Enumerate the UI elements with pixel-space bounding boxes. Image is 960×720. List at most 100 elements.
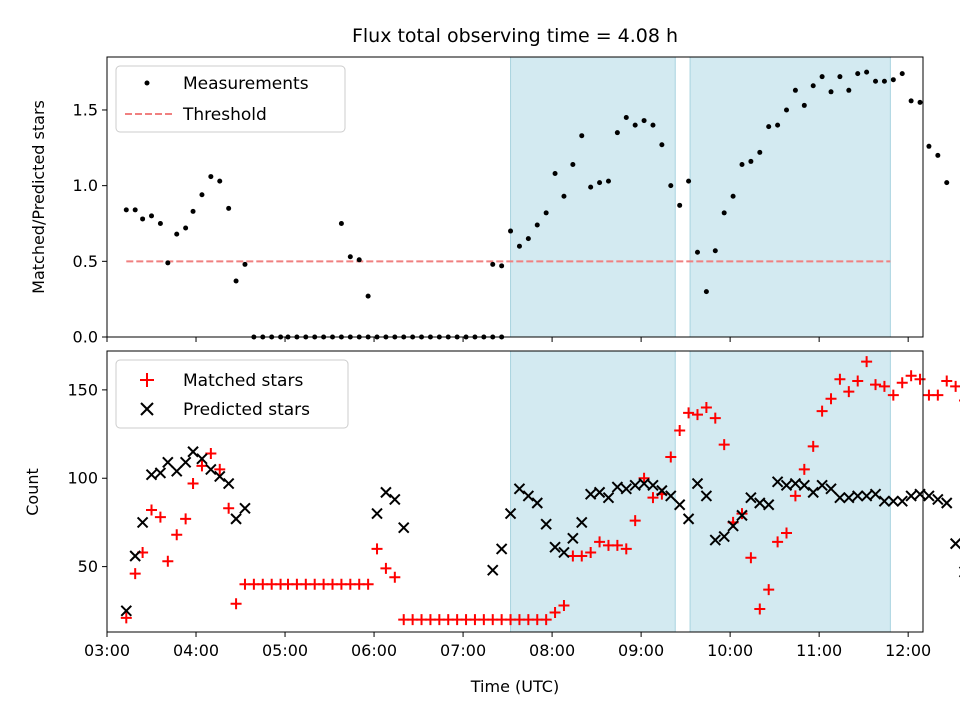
matched-point [887, 389, 899, 401]
matched-point [914, 373, 926, 385]
measurement-point [917, 99, 923, 105]
predicted-point [771, 476, 784, 488]
measurement-point [694, 249, 700, 255]
measurement-point [686, 178, 692, 184]
measurement-point [703, 289, 709, 295]
measurement-point [668, 183, 674, 189]
measurement-point [873, 78, 879, 84]
predicted-point [567, 532, 579, 545]
measurement-point [365, 293, 371, 299]
top-legend: Measurements Threshold [115, 65, 346, 133]
matched-point [162, 555, 174, 567]
matched-point [807, 440, 819, 452]
measurement-point [614, 130, 620, 136]
matched-point [576, 550, 588, 562]
matched-point [549, 607, 561, 619]
measurement-point [165, 260, 171, 266]
legend-matched-marker [140, 373, 154, 387]
predicted-point [549, 541, 561, 553]
matched-point [362, 578, 374, 590]
predicted-point [154, 467, 167, 479]
predicted-point [222, 477, 235, 490]
matched-point [843, 386, 855, 398]
matched-point [230, 598, 242, 610]
measurement-point [926, 143, 932, 149]
measurement-point [123, 207, 129, 213]
predicted-point [611, 481, 624, 493]
matched-point [611, 539, 623, 551]
predicted-point [896, 495, 908, 507]
measurement-point [516, 243, 522, 249]
predicted-point [558, 546, 570, 559]
matched-point [870, 379, 882, 391]
measurement-point [242, 261, 248, 267]
matched-point [585, 546, 597, 558]
matched-point [745, 552, 757, 564]
matched-point [214, 463, 226, 475]
predicted-point [239, 502, 251, 514]
matched-point [171, 529, 183, 541]
predicted-point [179, 456, 192, 469]
predicted-point [914, 488, 926, 500]
matched-point [754, 603, 766, 615]
measurement-point [208, 174, 214, 180]
matched-point [816, 405, 828, 417]
measurement-points [123, 69, 950, 340]
predicted-point [852, 490, 864, 502]
measurement-point [174, 231, 180, 237]
measurement-point [338, 220, 344, 226]
measurement-point [766, 124, 772, 130]
shaded-interval-2 [689, 56, 891, 338]
matched-point [594, 536, 606, 548]
measurement-point [712, 248, 718, 254]
predicted-point [205, 463, 217, 476]
predicted-point [522, 490, 535, 502]
predicted-point [129, 550, 141, 562]
top-y-ticks: 0.0 0.5 1.0 1.5 [73, 100, 107, 347]
chart-title: Flux total observing time = 4.08 h [352, 25, 678, 47]
measurement-point [552, 171, 558, 177]
predicted-point [798, 479, 811, 492]
matched-point [878, 380, 890, 392]
top-y-axis-label: Matched/Predicted stars [29, 100, 48, 294]
measurement-point [570, 161, 576, 167]
matched-point [932, 389, 944, 401]
measurement-point [499, 263, 505, 269]
predicted-points [120, 446, 960, 617]
top-x-ticks [106, 337, 909, 342]
shaded-interval-2 [689, 350, 891, 633]
predicted-point [941, 497, 953, 509]
measurement-point [855, 71, 861, 77]
measurement-point [347, 254, 353, 260]
legend-threshold-label: Threshold [182, 105, 267, 125]
legend-measurements-label: Measurements [183, 74, 309, 94]
measurement-point [525, 236, 531, 242]
predicted-point [495, 543, 508, 555]
bottom-legend: Matched stars Predicted stars [115, 359, 349, 429]
y-tick-label: 50 [78, 557, 98, 576]
predicted-point [691, 477, 704, 490]
measurement-point [632, 122, 638, 128]
bottom-y-axis-label: Count [23, 468, 42, 516]
measurement-point [157, 220, 163, 226]
matched-point [196, 460, 208, 472]
matched-point [540, 614, 552, 626]
measurement-point [605, 178, 611, 184]
predicted-point [593, 486, 606, 499]
predicted-point [923, 490, 935, 502]
matched-point [834, 373, 846, 385]
predicted-point [187, 446, 199, 458]
predicted-point [843, 491, 855, 504]
predicted-point [531, 497, 543, 509]
matched-point [558, 599, 570, 611]
predicted-point [513, 483, 526, 495]
measurement-point [508, 228, 514, 234]
x-tick-label: 08:00 [529, 641, 575, 660]
matched-point [638, 472, 650, 484]
predicted-point [638, 477, 650, 490]
matched-point [223, 502, 235, 514]
measurement-point [597, 180, 603, 186]
predicted-point [196, 453, 208, 465]
predicted-point [878, 495, 891, 507]
